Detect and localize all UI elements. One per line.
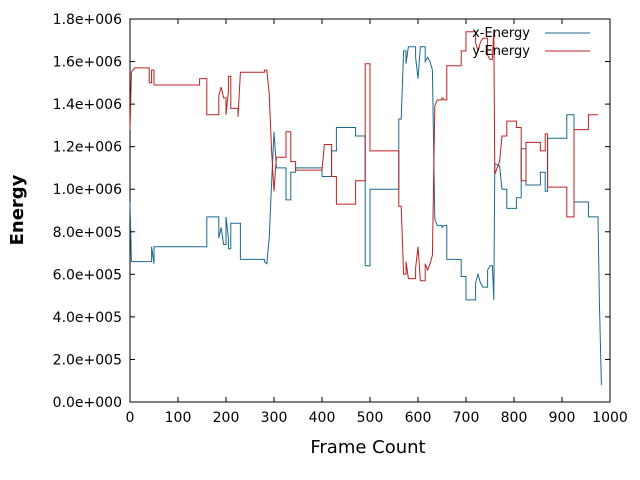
x-tick-label: 300 xyxy=(261,410,288,426)
x-tick-label: 1000 xyxy=(592,410,628,426)
x-axis-title: Frame Count xyxy=(310,437,425,458)
series-line-y-Energy xyxy=(129,29,598,282)
y-axis-title: Energy xyxy=(7,174,28,245)
series-line-x-Energy xyxy=(129,46,602,386)
x-tick-label: 900 xyxy=(549,410,576,426)
y-tick-label: 1.2e+006 xyxy=(53,140,122,156)
x-tick-label: 800 xyxy=(501,410,528,426)
legend: x-Energy y-Energy xyxy=(472,26,590,59)
y-tick-label: 0.0e+000 xyxy=(53,395,122,411)
y-tick-label: 1.8e+006 xyxy=(53,12,122,28)
legend-label-x-Energy: x-Energy xyxy=(472,26,530,41)
x-tick-label: 400 xyxy=(309,410,336,426)
x-tick-label: 500 xyxy=(357,410,384,426)
y-tick-label: 1.0e+006 xyxy=(53,182,122,198)
legend-label-y-Energy: y-Energy xyxy=(472,44,530,59)
x-tick-label: 100 xyxy=(165,410,192,426)
y-tick-label: 2.0e+005 xyxy=(53,352,122,368)
series-layer xyxy=(129,29,602,386)
y-tick-label: 4.0e+005 xyxy=(53,310,122,326)
x-tick-label: 700 xyxy=(453,410,480,426)
y-tick-label: 8.0e+005 xyxy=(53,225,122,241)
x-tick-label: 0 xyxy=(126,410,135,426)
y-tick-label: 6.0e+005 xyxy=(53,267,122,283)
tick-layer: 0 100 200 300 400 500 600 700 800 900 1000 0.0e+000… xyxy=(53,12,628,426)
y-tick-label: 1.6e+006 xyxy=(53,55,122,71)
y-tick-label: 1.4e+006 xyxy=(53,97,122,113)
x-tick-label: 200 xyxy=(213,410,240,426)
x-tick-label: 600 xyxy=(405,410,432,426)
